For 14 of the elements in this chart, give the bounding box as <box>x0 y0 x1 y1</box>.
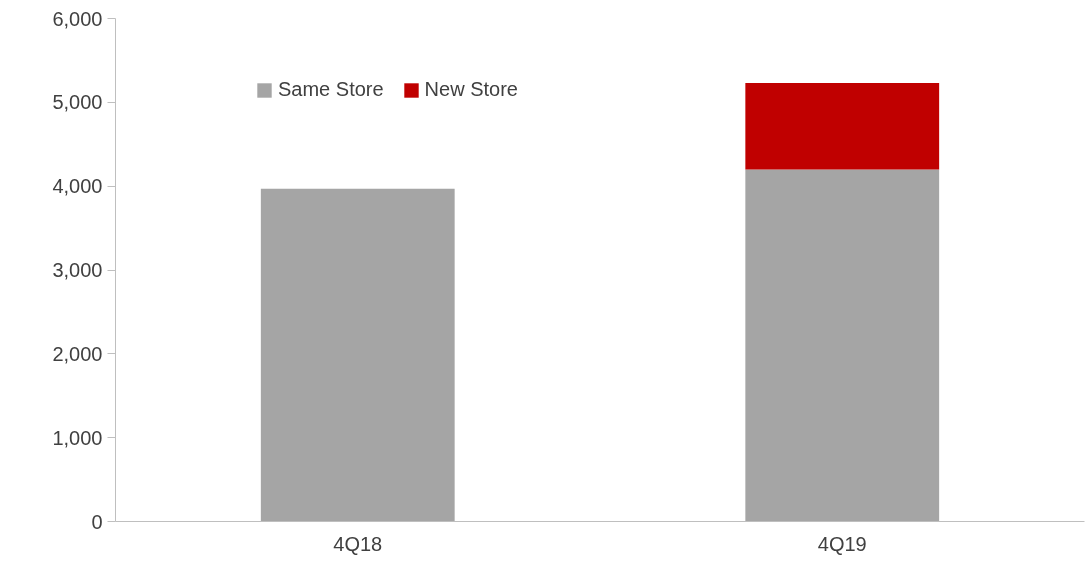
bar <box>745 83 940 170</box>
y-tick-label: 2,000 <box>52 342 103 365</box>
x-tick-label: 4Q19 <box>817 532 867 555</box>
y-tick-label: 5,000 <box>52 91 103 114</box>
legend-label: New Store <box>424 78 518 101</box>
y-tick-label: 1,000 <box>52 426 103 449</box>
y-tick-label: 3,000 <box>52 259 103 281</box>
y-tick-label: 6,000 <box>52 7 103 30</box>
x-tick-label: 4Q18 <box>333 532 383 555</box>
y-tick-label: 0 <box>91 510 103 533</box>
bar <box>745 169 940 522</box>
y-tick-label: 4,000 <box>52 175 103 198</box>
bar <box>260 188 455 522</box>
legend-label: Same Store <box>278 78 384 101</box>
